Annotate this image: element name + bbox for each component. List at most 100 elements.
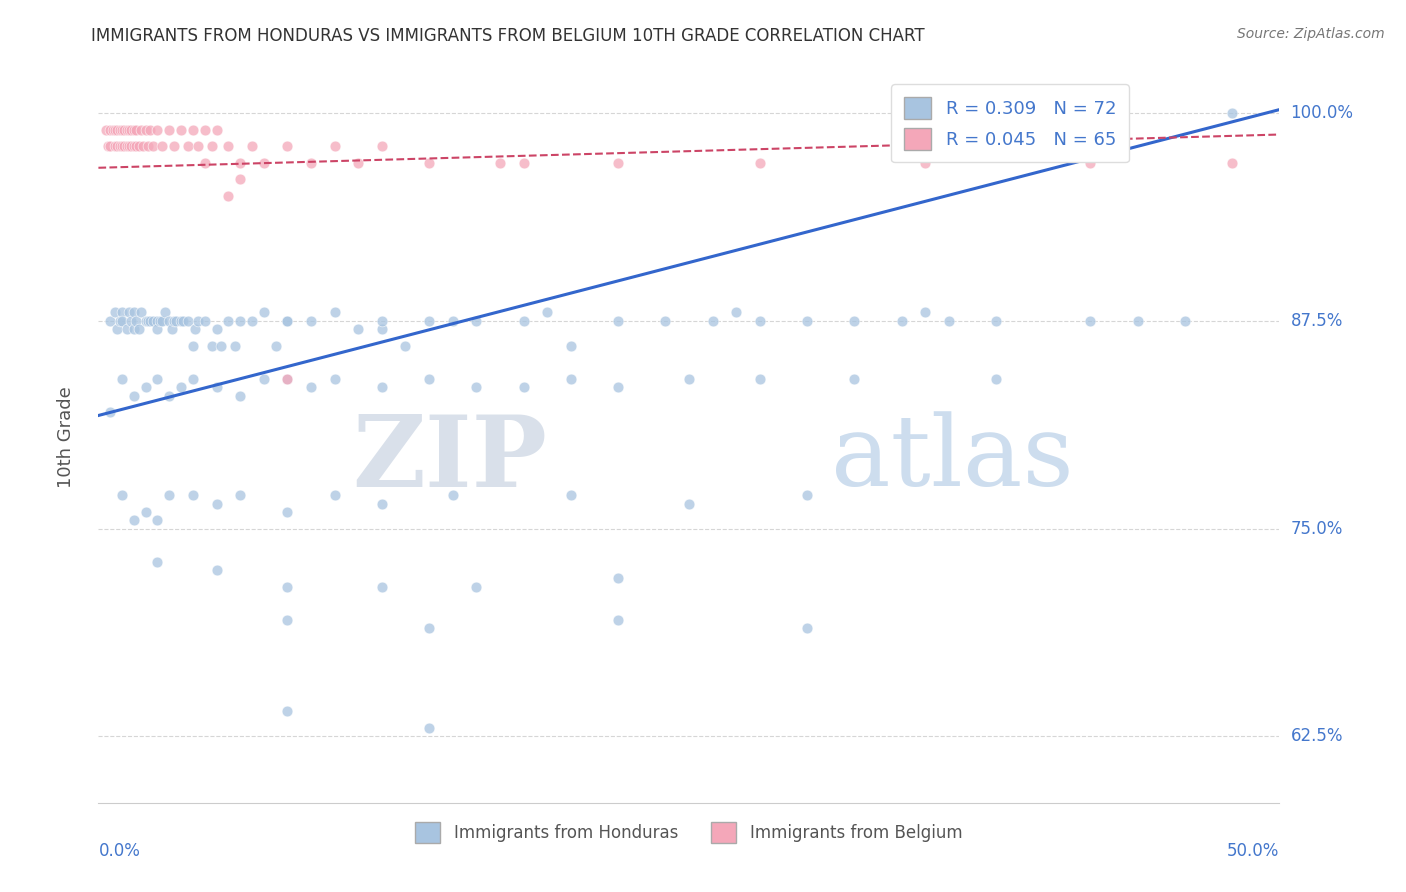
Point (217, 139, 239, 153)
Text: 62.5%: 62.5% (1291, 727, 1343, 746)
Point (253, 155, 276, 169)
Point (205, 497, 228, 511)
Point (205, 380, 228, 394)
Point (418, 314, 440, 328)
Point (181, 488, 204, 502)
Point (122, 305, 145, 319)
Point (276, 704, 298, 718)
Point (112, 139, 135, 153)
Point (229, 488, 252, 502)
Point (121, 139, 143, 153)
Point (128, 139, 150, 153)
Point (229, 388, 252, 402)
Point (607, 380, 630, 394)
Text: 50.0%: 50.0% (1227, 842, 1279, 860)
Point (105, 122, 128, 136)
Legend: Immigrants from Honduras, Immigrants from Belgium: Immigrants from Honduras, Immigrants fro… (409, 815, 969, 849)
Point (748, 372, 770, 386)
Point (229, 155, 252, 169)
Point (104, 139, 127, 153)
Point (139, 314, 162, 328)
Point (465, 580, 488, 594)
Point (135, 505, 157, 519)
Point (157, 122, 180, 136)
Point (135, 122, 157, 136)
Point (150, 314, 173, 328)
Point (146, 314, 169, 328)
Point (108, 122, 131, 136)
Point (276, 505, 298, 519)
Point (489, 155, 512, 169)
Point (276, 314, 298, 328)
Point (844, 314, 866, 328)
Point (984, 314, 1007, 328)
Point (132, 139, 155, 153)
Point (512, 314, 534, 328)
Point (181, 122, 204, 136)
Point (229, 172, 252, 186)
Point (170, 380, 193, 394)
Point (146, 555, 169, 569)
Point (170, 314, 193, 328)
Point (118, 305, 141, 319)
Point (153, 305, 176, 319)
Point (347, 322, 370, 336)
Point (122, 139, 145, 153)
Point (1220, 155, 1243, 169)
Point (394, 338, 416, 352)
Point (323, 372, 346, 386)
Point (678, 497, 700, 511)
Text: ZIP: ZIP (353, 410, 547, 508)
Point (136, 139, 159, 153)
Point (163, 139, 186, 153)
Point (938, 314, 960, 328)
Point (1316, 155, 1339, 169)
Point (678, 372, 700, 386)
Point (240, 139, 263, 153)
Point (142, 314, 165, 328)
Point (163, 314, 186, 328)
Point (418, 721, 440, 735)
Point (125, 314, 148, 328)
Point (702, 314, 724, 328)
Point (160, 322, 183, 336)
Point (121, 122, 143, 136)
Point (224, 338, 246, 352)
Point (371, 580, 394, 594)
Point (129, 305, 152, 319)
Point (177, 139, 200, 153)
Point (418, 621, 440, 635)
Point (146, 513, 169, 527)
Point (111, 314, 134, 328)
Point (125, 139, 148, 153)
Point (276, 314, 298, 328)
Point (150, 139, 173, 153)
Point (253, 305, 276, 319)
Point (371, 322, 394, 336)
Point (371, 497, 394, 511)
Point (560, 488, 582, 502)
Point (187, 139, 209, 153)
Point (748, 155, 770, 169)
Point (115, 139, 138, 153)
Point (146, 322, 169, 336)
Point (276, 613, 298, 627)
Point (115, 122, 138, 136)
Point (111, 122, 134, 136)
Point (276, 139, 298, 153)
Point (844, 372, 866, 386)
Point (1220, 106, 1243, 120)
Point (98, 139, 121, 153)
Point (1174, 314, 1197, 328)
Point (184, 322, 207, 336)
Point (194, 122, 217, 136)
Text: 0.0%: 0.0% (98, 842, 141, 860)
Point (217, 314, 239, 328)
Point (146, 372, 169, 386)
Point (607, 613, 630, 627)
Point (201, 338, 224, 352)
Point (128, 322, 150, 336)
Point (205, 122, 228, 136)
Point (607, 155, 630, 169)
Point (105, 139, 128, 153)
